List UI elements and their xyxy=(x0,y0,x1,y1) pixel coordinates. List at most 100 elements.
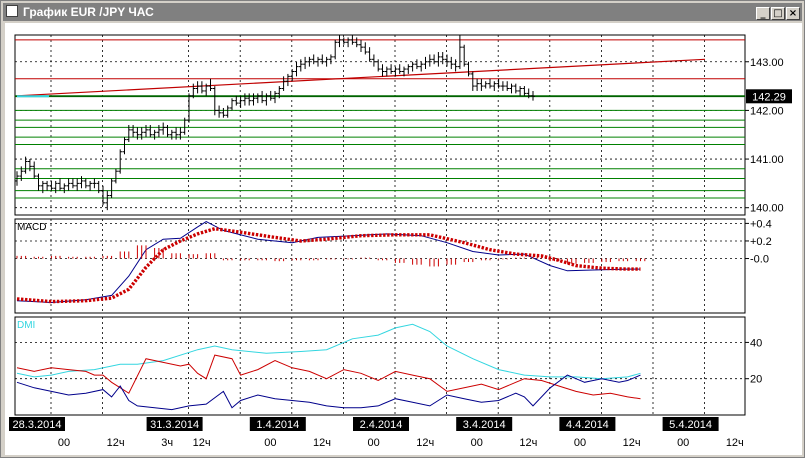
price-tick-label: 141.00 xyxy=(750,154,784,166)
price-bar xyxy=(518,86,523,96)
date-label-box xyxy=(456,417,513,431)
price-bar xyxy=(294,61,299,77)
price-bar xyxy=(53,180,58,194)
price-panel-frame xyxy=(14,34,746,216)
price-bar xyxy=(234,95,239,106)
price-bar xyxy=(187,93,191,123)
price-bar xyxy=(101,185,105,206)
price-bar xyxy=(118,149,123,174)
price-bar xyxy=(131,125,136,138)
price-bar xyxy=(440,52,445,65)
title-bar[interactable]: График EUR /JPY ЧАС _ □ × xyxy=(3,3,802,21)
price-bar xyxy=(204,83,209,96)
price-bar xyxy=(462,44,467,67)
chart-app-icon xyxy=(6,5,18,17)
current-price-box xyxy=(746,89,792,104)
price-bar xyxy=(268,90,273,101)
price-bar xyxy=(139,127,144,140)
date-label: 1.4.2014 xyxy=(256,419,299,431)
price-bar xyxy=(45,180,50,191)
price-bar xyxy=(126,125,131,143)
price-bar xyxy=(500,81,505,91)
price-bar xyxy=(324,56,329,67)
price-bar xyxy=(419,61,424,72)
price-bar xyxy=(475,78,480,91)
close-button[interactable]: × xyxy=(786,7,800,20)
price-bar xyxy=(285,73,290,87)
price-bar xyxy=(27,159,32,172)
price-bar xyxy=(363,42,368,55)
chart-canvas[interactable]: 140.00 141.00 142.00 143.00 142.29 +0.4 +0.2 -… xyxy=(5,23,802,455)
price-bar xyxy=(380,64,385,77)
price-bar xyxy=(505,81,510,91)
price-bar xyxy=(273,90,277,104)
date-label: 31.3.2014 xyxy=(150,419,199,431)
hour-label: 00 xyxy=(574,437,586,449)
dmi-tick-label: 40 xyxy=(750,337,762,349)
macd-signal-line xyxy=(16,226,641,304)
dmi-adx-line xyxy=(16,323,641,380)
price-bar xyxy=(341,37,346,45)
price-bar xyxy=(307,56,312,67)
hour-label: 00 xyxy=(264,437,276,449)
price-bar xyxy=(367,47,372,62)
time-axis: 28.3.2014 31.3.2014 1.4.2014 2.4.2014 3.4.20… xyxy=(9,417,744,449)
price-bar xyxy=(402,66,406,77)
macd-panel-frame xyxy=(14,218,746,314)
price-bar xyxy=(423,56,428,70)
dmi-panel-frame xyxy=(14,316,746,416)
price-bar xyxy=(290,69,295,82)
price-bar xyxy=(105,190,110,211)
price-bar xyxy=(397,64,402,74)
price-bar xyxy=(432,54,437,65)
price-bar xyxy=(113,168,118,184)
price-bar xyxy=(161,122,166,135)
current-price-label: 142.29 xyxy=(752,91,786,103)
price-bar xyxy=(174,127,179,140)
price-bar xyxy=(152,129,157,140)
price-bar xyxy=(531,90,535,101)
date-label-box xyxy=(249,417,306,431)
price-bar xyxy=(457,35,462,70)
price-bar xyxy=(410,61,415,72)
price-bar xyxy=(225,105,230,118)
date-label-box xyxy=(662,417,719,431)
price-bar xyxy=(303,56,308,70)
price-bar xyxy=(79,176,84,189)
hour-label: 12ч xyxy=(726,437,744,449)
price-bar xyxy=(40,180,45,194)
price-bar xyxy=(221,107,226,118)
window-title: График EUR /JPY ЧАС xyxy=(23,5,154,19)
hour-label: 12ч xyxy=(193,437,211,449)
price-bar xyxy=(298,59,303,72)
price-bar xyxy=(19,166,24,181)
date-label-box xyxy=(9,417,65,431)
macd-panel: +0.4 +0.2 -0.0 MACD xyxy=(14,218,772,314)
dmi-title: DMI xyxy=(17,320,35,331)
date-label: 3.4.2014 xyxy=(463,419,506,431)
price-bar xyxy=(32,161,37,179)
price-tick-label: 140.00 xyxy=(750,203,784,215)
macd-title: MACD xyxy=(17,222,46,233)
price-bar xyxy=(83,178,88,189)
price-bar xyxy=(522,86,527,96)
price-bar xyxy=(406,64,411,74)
price-bar xyxy=(513,83,518,94)
date-label: 5.4.2014 xyxy=(669,419,712,431)
maximize-button[interactable]: □ xyxy=(771,7,785,20)
price-bar xyxy=(333,39,338,60)
hour-label: 00 xyxy=(367,437,379,449)
price-bar xyxy=(496,78,501,89)
price-bar xyxy=(165,125,170,138)
price-bar xyxy=(195,81,200,94)
minimize-button[interactable]: _ xyxy=(756,7,770,20)
price-bar xyxy=(238,95,243,108)
price-bar xyxy=(66,178,71,191)
dmi-tick-label: 20 xyxy=(750,374,762,386)
price-bar xyxy=(96,180,101,194)
price-bar xyxy=(488,78,492,89)
price-bar xyxy=(466,61,471,77)
price-tick-label: 142.00 xyxy=(750,105,784,117)
hour-label: 3ч xyxy=(161,437,173,449)
price-bar xyxy=(526,88,531,99)
